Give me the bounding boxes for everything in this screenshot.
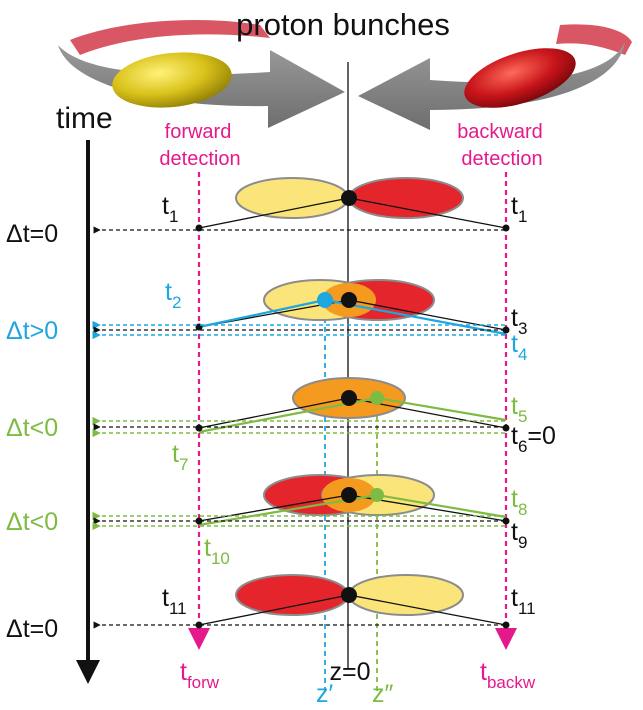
row-2-right-t2: t4 <box>511 330 527 364</box>
row-3-right-t2: t6=0 <box>511 422 556 456</box>
row-5 <box>93 574 510 629</box>
collider-ring-graphic <box>58 20 632 130</box>
row-4-right-t: t8 <box>511 485 527 519</box>
row-1-right-t: t1 <box>511 192 527 226</box>
backward-detection-line1: backward <box>457 121 543 143</box>
row-2-right-t: t3 <box>511 304 527 338</box>
forward-detection-line2: detection <box>159 148 240 170</box>
row-5-right-t: t11 <box>511 584 536 618</box>
z-zero-label: z=0 <box>329 658 370 686</box>
row-2-left-t: t2 <box>165 278 181 312</box>
z-double-prime-label: z″ <box>372 680 394 705</box>
yellow-bunch <box>235 177 349 219</box>
row-4 <box>92 474 510 531</box>
red-bunch-3d <box>464 48 576 108</box>
red-bunch <box>348 177 464 219</box>
time-label: time <box>56 102 113 135</box>
row-3 <box>92 377 510 438</box>
row-5-dt-label: Δt=0 <box>6 615 58 643</box>
row-2-dt-label: Δt>0 <box>6 317 58 345</box>
row-4-left-t: t10 <box>204 534 230 568</box>
z-prime-label: z′ <box>316 680 334 705</box>
row-1-left-t: t1 <box>162 192 178 226</box>
row-4-right-t2: t9 <box>511 518 527 552</box>
t-forw-label: tforw <box>180 658 220 692</box>
forward-detector-arrowhead <box>188 628 210 650</box>
row-5-left-t: t11 <box>162 584 187 618</box>
row-3-dt-label: Δt<0 <box>6 414 58 442</box>
row-1 <box>93 177 510 234</box>
forward-detection-line1: forward <box>165 121 232 143</box>
collision-point <box>341 190 357 206</box>
time-axis-arrowhead <box>76 660 100 684</box>
t-backw-label: tbackw <box>480 658 536 692</box>
backward-detection-line2: detection <box>461 148 542 170</box>
row-3-left-t: t7 <box>172 440 188 474</box>
row-1-dt-label: Δt=0 <box>6 220 58 248</box>
backward-detector-arrowhead <box>495 628 517 650</box>
row-4-dt-label: Δt<0 <box>6 508 58 536</box>
row-3-right-t: t5 <box>511 392 527 426</box>
title: proton bunches <box>236 7 450 42</box>
yellow-bunch-3d <box>112 52 232 108</box>
row-2 <box>92 279 510 340</box>
